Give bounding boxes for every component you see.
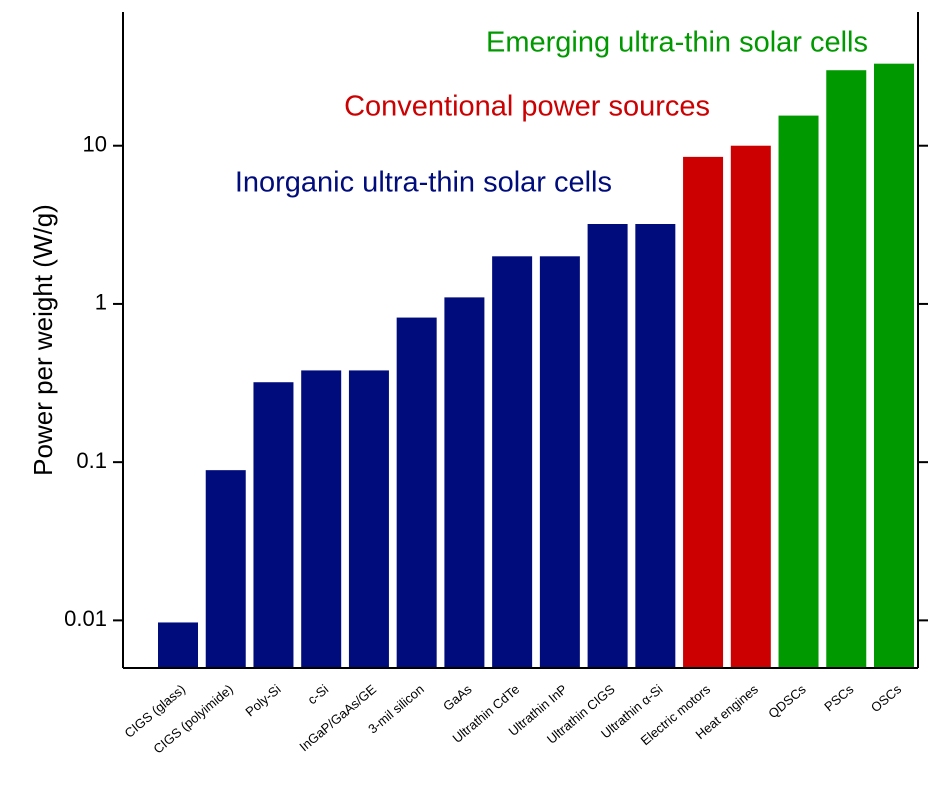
bar <box>205 470 246 668</box>
x-tick-label: QDSCs <box>765 681 809 721</box>
bar <box>444 297 485 668</box>
bar <box>587 224 628 668</box>
bar <box>874 63 914 668</box>
bar <box>635 224 676 668</box>
annotation: Emerging ultra-thin solar cells <box>486 27 868 59</box>
annotation: Conventional power sources <box>344 91 710 123</box>
bar <box>730 145 771 669</box>
bar <box>158 622 198 668</box>
y-tick-label: 0.1 <box>76 448 107 473</box>
x-tick-label: CIGS (polyimide) <box>150 681 235 756</box>
bar <box>253 382 294 668</box>
bar <box>778 115 819 669</box>
x-tick-label: Poly-Si <box>242 681 283 719</box>
y-axis-label: Power per weight (W/g) <box>28 204 58 476</box>
bar <box>683 156 724 668</box>
bar <box>396 317 437 668</box>
y-tick-label: 1 <box>95 290 107 315</box>
x-tick-label: GaAs <box>440 681 475 714</box>
bar <box>301 370 342 668</box>
x-tick-label: c-Si <box>305 681 332 707</box>
bar <box>348 370 389 668</box>
x-tick-label: PSCs <box>821 681 856 714</box>
annotation: Inorganic ultra-thin solar cells <box>235 167 612 199</box>
bar <box>492 256 533 668</box>
y-tick-label: 0.01 <box>64 606 107 631</box>
bar <box>826 70 867 668</box>
y-tick-label: 10 <box>83 132 107 157</box>
bar <box>539 256 580 668</box>
x-tick-label: OSCs <box>868 681 905 715</box>
